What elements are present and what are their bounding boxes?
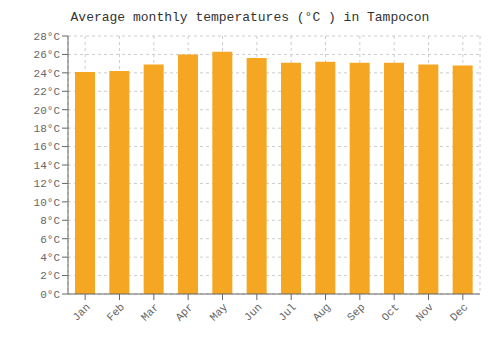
svg-text:Aug: Aug [311, 301, 333, 323]
svg-text:18°C: 18°C [34, 123, 61, 135]
svg-text:Mar: Mar [139, 301, 161, 323]
svg-text:Dec: Dec [448, 301, 470, 323]
svg-text:4°C: 4°C [40, 252, 60, 264]
svg-text:8°C: 8°C [40, 215, 60, 227]
html-text:Average monthly temperatures (: Average monthly temperatures (°C ) in Ta… [70, 10, 430, 25]
svg-text:Oct: Oct [379, 301, 401, 323]
svg-text:Jul: Jul [276, 301, 298, 323]
svg-text:6°C: 6°C [40, 234, 60, 246]
svg-text:10°C: 10°C [34, 197, 61, 209]
svg-text:22°C: 22°C [34, 86, 61, 98]
svg-text:Sep: Sep [345, 301, 367, 323]
svg-text:Jun: Jun [242, 301, 264, 323]
svg-text:14°C: 14°C [34, 160, 61, 172]
svg-text:0°C: 0°C [40, 289, 60, 301]
svg-text:20°C: 20°C [34, 105, 61, 117]
svg-text:Jan: Jan [70, 301, 92, 323]
svg-text:28°C: 28°C [34, 31, 61, 43]
svg-text:26°C: 26°C [34, 49, 61, 61]
svg-text:16°C: 16°C [34, 141, 61, 153]
svg-text:2°C: 2°C [40, 270, 60, 282]
svg-text:12°C: 12°C [34, 178, 61, 190]
svg-text:Apr: Apr [173, 301, 195, 323]
svg-text:24°C: 24°C [34, 68, 61, 80]
svg-text:May: May [208, 301, 231, 324]
svg-text:Nov: Nov [414, 301, 437, 324]
svg-text:Feb: Feb [105, 301, 127, 323]
